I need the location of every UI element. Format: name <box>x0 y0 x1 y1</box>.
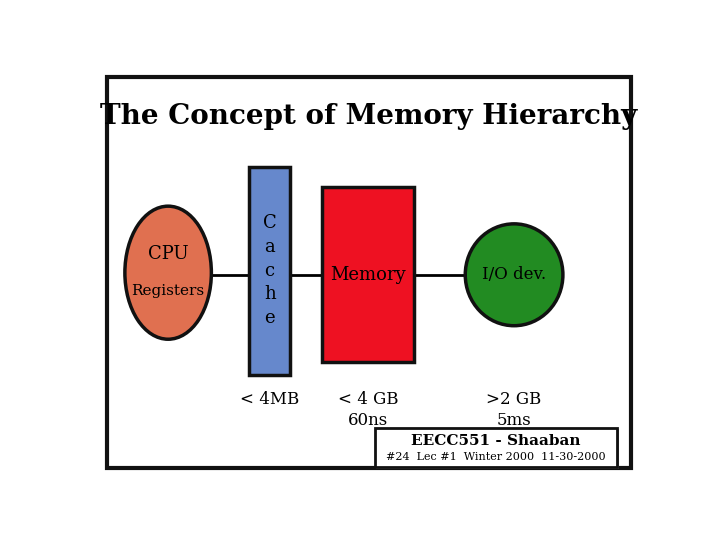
Text: Registers: Registers <box>132 285 204 299</box>
Text: 5ms: 5ms <box>497 412 531 429</box>
Bar <box>249 167 289 375</box>
FancyBboxPatch shape <box>107 77 631 468</box>
Text: The Concept of Memory Hierarchy: The Concept of Memory Hierarchy <box>100 103 638 130</box>
Text: EECC551 - Shaaban: EECC551 - Shaaban <box>411 434 581 448</box>
Bar <box>322 187 413 362</box>
Text: C
a
c
h
e: C a c h e <box>263 214 276 327</box>
Ellipse shape <box>125 206 212 339</box>
Text: >2 GB: >2 GB <box>487 391 541 408</box>
FancyBboxPatch shape <box>377 429 619 469</box>
FancyBboxPatch shape <box>374 428 617 467</box>
Text: #24  Lec #1  Winter 2000  11-30-2000: #24 Lec #1 Winter 2000 11-30-2000 <box>386 453 606 462</box>
Text: 60ns: 60ns <box>348 412 388 429</box>
Text: < 4 GB: < 4 GB <box>338 391 398 408</box>
Text: CPU: CPU <box>148 245 189 263</box>
Ellipse shape <box>465 224 563 326</box>
Text: Memory: Memory <box>330 266 405 284</box>
Text: I/O dev.: I/O dev. <box>482 266 546 284</box>
Text: < 4MB: < 4MB <box>240 391 300 408</box>
